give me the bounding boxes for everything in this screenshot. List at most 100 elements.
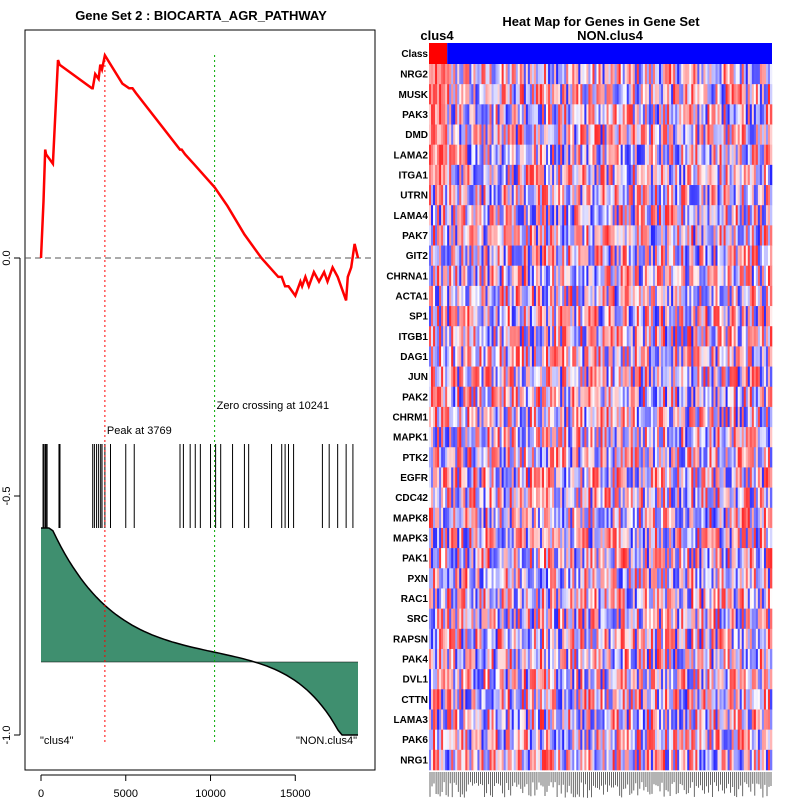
heatmap-cell (447, 487, 450, 509)
heatmap-cell (642, 326, 646, 347)
heatmap-cell (638, 568, 642, 589)
heatmap-cell (501, 306, 504, 327)
heatmap-cell (558, 487, 561, 509)
heatmap-cell (443, 144, 446, 166)
heatmap-cell (717, 447, 720, 468)
heatmap-cell (477, 548, 480, 569)
heatmap-cell (693, 366, 696, 388)
heatmap-cell (568, 568, 571, 589)
heatmap-cell (529, 628, 533, 650)
heatmap-cell (729, 366, 732, 388)
heatmap-cell (717, 306, 720, 327)
heatmap-cell (429, 205, 432, 226)
heatmap-cell (568, 205, 571, 226)
heatmap-cell (741, 467, 745, 488)
heatmap-cell (477, 406, 480, 428)
heatmap-cell (654, 144, 658, 166)
heatmap-cell (491, 306, 494, 327)
heatmap-cell (636, 427, 640, 448)
heatmap-cell (654, 588, 658, 609)
heatmap-cell (441, 104, 444, 125)
heatmap-cell (523, 164, 527, 186)
heatmap-cell (580, 326, 583, 347)
heatmap-cell (606, 306, 609, 327)
heatmap-cell (533, 447, 537, 468)
heatmap-cell (499, 487, 502, 509)
heatmap-cell (669, 346, 672, 367)
heatmap-cell (469, 104, 472, 125)
heatmap-cell (455, 427, 458, 448)
heatmap-cell (659, 548, 662, 569)
heatmap-cell (566, 285, 569, 307)
heatmap-cell (431, 164, 434, 186)
heatmap-cell (654, 548, 658, 569)
heatmap-cell (475, 487, 478, 509)
heatmap-cell (608, 124, 611, 145)
heatmap-cell (745, 164, 749, 186)
heatmap-cell (749, 306, 753, 327)
heatmap-cell (588, 326, 591, 347)
heatmap-cell (640, 588, 644, 609)
heatmap-cell (616, 245, 619, 267)
heatmap-cell (493, 205, 496, 226)
heatmap-cell (546, 548, 549, 569)
heatmap-cell (719, 84, 722, 105)
heatmap-cell (556, 608, 559, 630)
heatmap-cell (610, 104, 613, 125)
heatmap-cell (495, 386, 498, 408)
heatmap-cell (572, 487, 575, 509)
heatmap-cell (636, 588, 640, 609)
heatmap-cell (656, 326, 660, 347)
heatmap-cell (588, 467, 591, 488)
heatmap-cell (491, 144, 494, 166)
heatmap-cell (632, 265, 636, 287)
heatmap-cell (648, 285, 652, 307)
heatmap-cell (445, 406, 448, 428)
heatmap-cell (515, 144, 519, 166)
heatmap-cell (539, 265, 543, 287)
heatmap-cell (743, 427, 747, 448)
heatmap-cell (493, 386, 496, 408)
heatmap-cell (437, 588, 440, 609)
heatmap-cell (439, 507, 442, 529)
heatmap-cell (620, 124, 623, 145)
heatmap-cell (747, 326, 751, 347)
heatmap-cell (457, 245, 460, 267)
heatmap-cell (659, 427, 662, 448)
heatmap-cell (590, 104, 593, 125)
heatmap-cell (455, 346, 458, 367)
heatmap-cell (648, 568, 652, 589)
heatmap-cell (729, 487, 732, 509)
heatmap-cell (493, 225, 496, 246)
heatmap-cell (767, 427, 771, 448)
heatmap-cell (709, 588, 712, 609)
heatmap-cell (610, 225, 613, 246)
heatmap-cell (608, 366, 611, 388)
heatmap-cell (568, 104, 571, 125)
heatmap-cell (453, 306, 456, 327)
heatmap-cell (675, 326, 678, 347)
heatmap-cell (767, 144, 771, 166)
heatmap-cell (467, 427, 470, 448)
heatmap-cell (592, 84, 595, 105)
heatmap-cell (479, 386, 482, 408)
heatmap-cell (608, 507, 611, 529)
heatmap-cell (693, 225, 696, 246)
heatmap-cell (461, 265, 464, 287)
heatmap-cell (717, 527, 720, 549)
heatmap-cell (683, 548, 686, 569)
heatmap-cell (763, 164, 767, 186)
heatmap-cell (481, 386, 484, 408)
heatmap-cell (747, 507, 751, 529)
heatmap-cell (717, 144, 720, 166)
heatmap-cell (574, 588, 577, 609)
heatmap-cell (511, 84, 515, 105)
heatmap-cell (527, 306, 531, 327)
heatmap-cell (624, 568, 628, 589)
heatmap-cell (665, 285, 668, 307)
heatmap-cell (507, 628, 511, 650)
heatmap-cell (757, 346, 761, 367)
heatmap-cell (616, 265, 619, 287)
heatmap-cell (582, 628, 585, 650)
heatmap-cell (644, 346, 648, 367)
